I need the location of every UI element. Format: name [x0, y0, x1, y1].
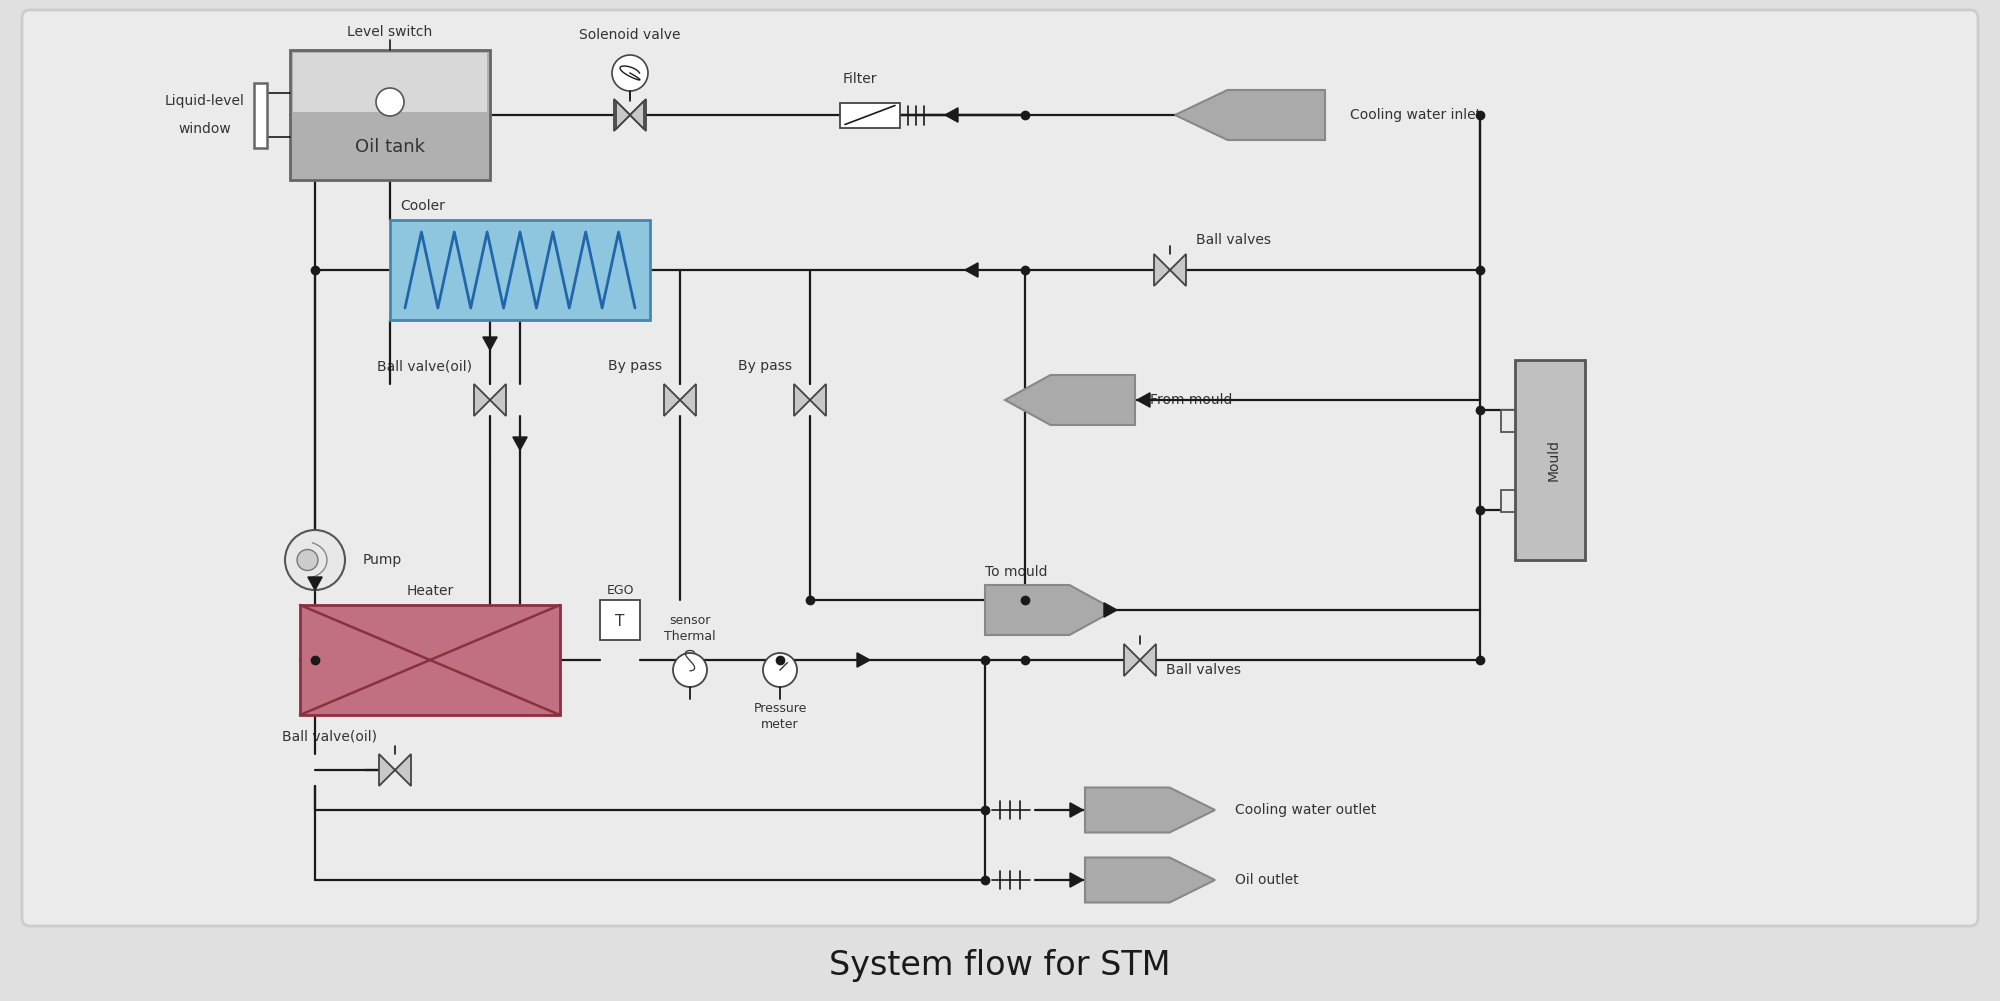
Polygon shape: [964, 263, 978, 277]
Text: Liquid-level: Liquid-level: [166, 94, 244, 108]
Text: Solenoid valve: Solenoid valve: [580, 28, 680, 42]
Text: Ball valves: Ball valves: [1196, 233, 1272, 247]
Text: Oil outlet: Oil outlet: [1236, 873, 1298, 887]
Text: Oil tank: Oil tank: [356, 138, 424, 156]
FancyBboxPatch shape: [22, 10, 1978, 926]
Polygon shape: [308, 577, 322, 590]
FancyBboxPatch shape: [1500, 490, 1516, 512]
FancyBboxPatch shape: [1516, 360, 1584, 560]
Polygon shape: [482, 337, 498, 350]
Polygon shape: [1154, 254, 1186, 286]
FancyBboxPatch shape: [292, 53, 488, 111]
Text: From mould: From mould: [1150, 393, 1232, 407]
FancyBboxPatch shape: [1500, 410, 1516, 432]
Polygon shape: [1070, 873, 1084, 887]
FancyBboxPatch shape: [300, 605, 560, 715]
Text: window: window: [178, 122, 232, 136]
Text: By pass: By pass: [608, 359, 662, 373]
Polygon shape: [512, 437, 528, 450]
Polygon shape: [1104, 603, 1116, 618]
Text: Pump: Pump: [364, 553, 402, 567]
Text: T: T: [616, 615, 624, 630]
Text: System flow for STM: System flow for STM: [830, 949, 1170, 982]
Polygon shape: [614, 99, 646, 131]
Polygon shape: [1124, 644, 1156, 676]
Polygon shape: [984, 585, 1116, 635]
Polygon shape: [664, 384, 696, 416]
Text: Heater: Heater: [406, 584, 454, 598]
Text: Ball valves: Ball valves: [1166, 663, 1240, 677]
Polygon shape: [616, 101, 644, 129]
Text: EGO: EGO: [606, 584, 634, 597]
Circle shape: [764, 653, 796, 687]
Circle shape: [286, 530, 346, 590]
Text: Thermal: Thermal: [664, 630, 716, 643]
Text: Cooling water inlet: Cooling water inlet: [1350, 108, 1482, 122]
Circle shape: [672, 653, 708, 687]
Text: Ball valve(oil): Ball valve(oil): [376, 359, 472, 373]
Text: Mould: Mould: [1548, 439, 1560, 481]
Polygon shape: [1176, 90, 1324, 140]
Text: Cooling water outlet: Cooling water outlet: [1236, 803, 1376, 817]
Text: Ball valve(oil): Ball valve(oil): [282, 729, 376, 743]
FancyBboxPatch shape: [254, 82, 266, 147]
Text: To mould: To mould: [984, 565, 1048, 579]
Polygon shape: [1084, 858, 1216, 903]
Polygon shape: [1006, 375, 1136, 425]
FancyBboxPatch shape: [600, 600, 640, 640]
FancyBboxPatch shape: [290, 50, 490, 180]
Text: Pressure: Pressure: [754, 702, 806, 715]
Text: sensor: sensor: [670, 614, 710, 627]
Text: meter: meter: [762, 718, 798, 731]
Circle shape: [612, 55, 648, 91]
Text: Filter: Filter: [842, 72, 878, 86]
FancyBboxPatch shape: [390, 220, 650, 320]
Polygon shape: [946, 108, 958, 122]
Polygon shape: [1136, 392, 1150, 407]
Polygon shape: [474, 384, 506, 416]
Polygon shape: [1084, 788, 1216, 833]
Circle shape: [296, 550, 318, 571]
Text: By pass: By pass: [738, 359, 792, 373]
FancyBboxPatch shape: [840, 102, 900, 127]
Polygon shape: [380, 754, 412, 786]
Polygon shape: [794, 384, 826, 416]
Circle shape: [376, 88, 404, 116]
Polygon shape: [1070, 803, 1084, 817]
Polygon shape: [856, 653, 870, 667]
Text: Level switch: Level switch: [348, 25, 432, 39]
Text: Cooler: Cooler: [400, 199, 444, 213]
